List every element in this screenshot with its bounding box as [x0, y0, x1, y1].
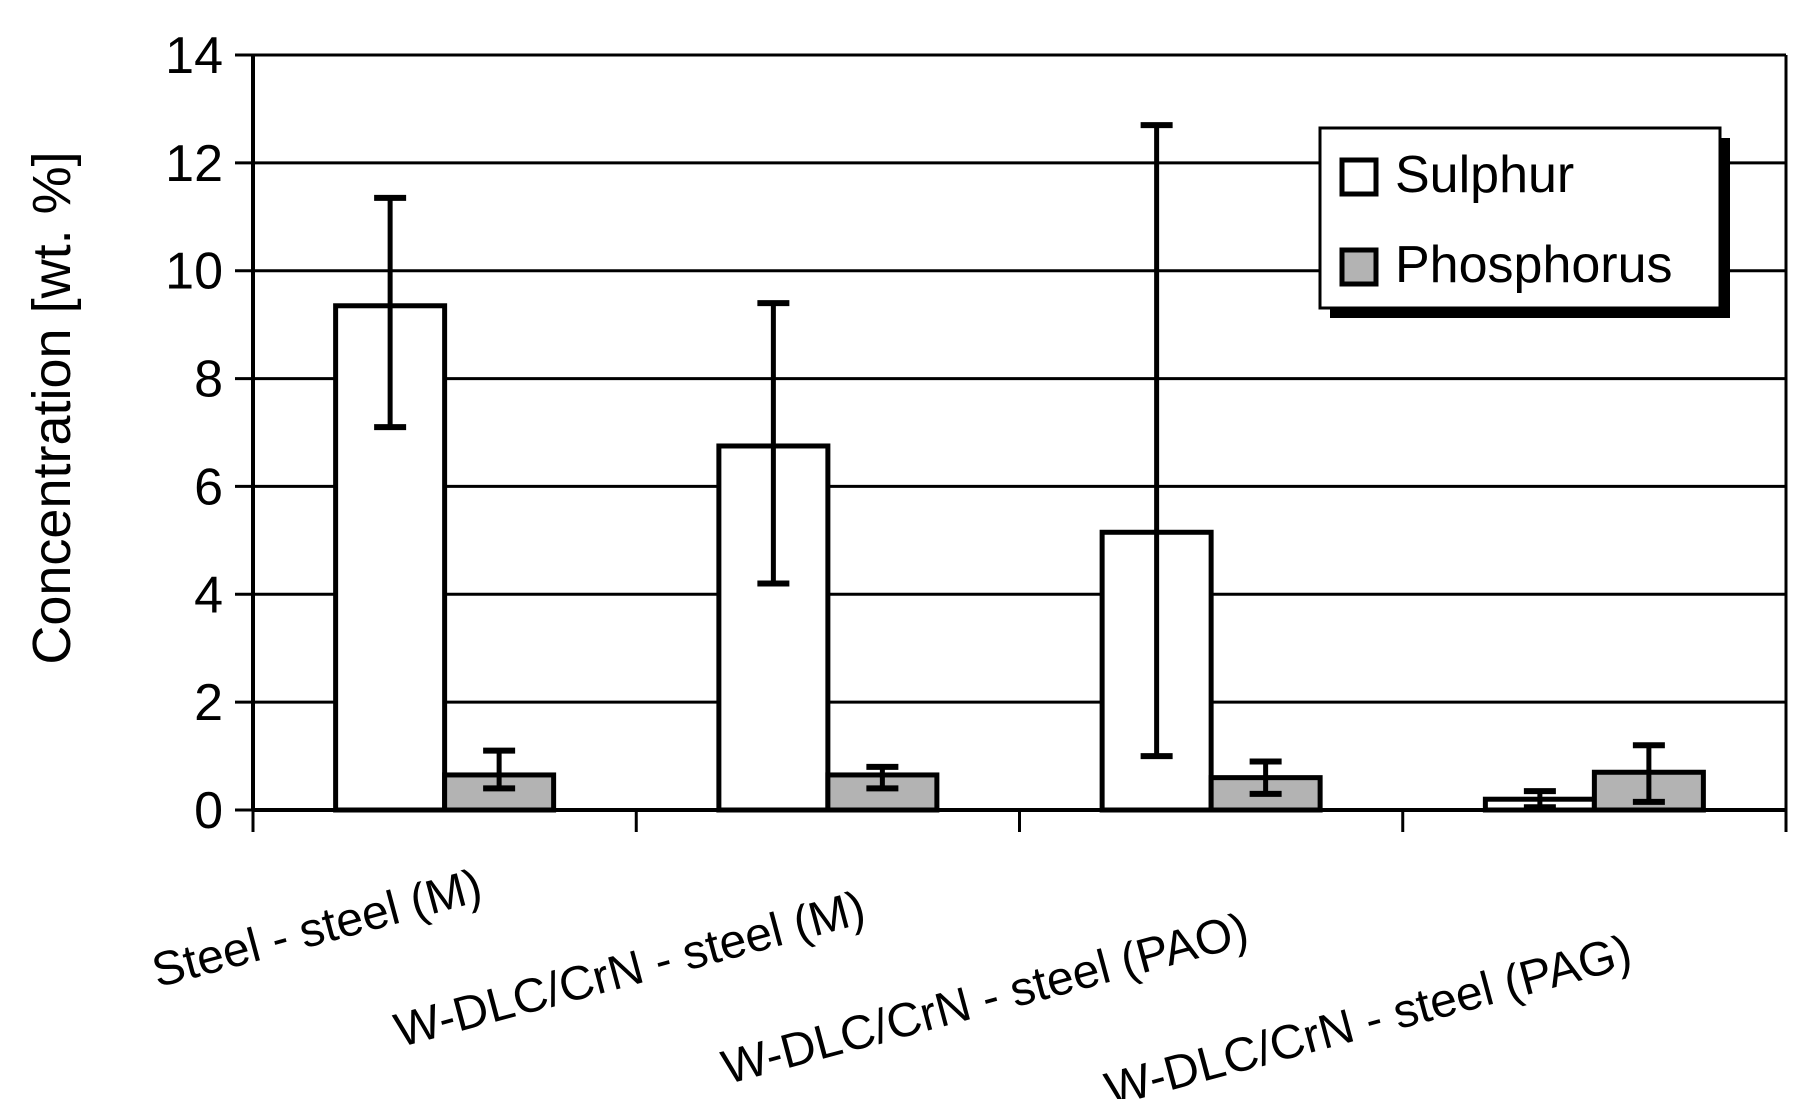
y-tick-label-3: 6: [194, 458, 223, 516]
y-tick-label-6: 12: [165, 135, 223, 193]
x-tick-label-0: Steel - steel (M): [147, 859, 488, 998]
legend-swatch-phosphorus: [1339, 247, 1379, 287]
error-bars: [374, 122, 1665, 811]
legend-label-sulphur: Sulphur: [1395, 146, 1574, 204]
y-axis-label: Concentration [wt. %]: [22, 151, 82, 664]
legend: Sulphur Phosphorus: [1318, 126, 1730, 318]
y-tick-label-0: 0: [194, 782, 223, 840]
y-tick-label-4: 8: [194, 351, 223, 409]
y-tick-label-5: 10: [165, 243, 223, 301]
legend-swatch-sulphur: [1339, 157, 1379, 197]
y-tick-label-2: 4: [194, 566, 223, 624]
bars: [333, 303, 1706, 813]
axes: [235, 53, 1788, 832]
legend-label-phosphorus: Phosphorus: [1395, 236, 1673, 294]
y-tick-label-7: 14: [165, 27, 223, 85]
y-tick-label-1: 2: [194, 674, 223, 732]
legend-box: [1318, 126, 1722, 310]
